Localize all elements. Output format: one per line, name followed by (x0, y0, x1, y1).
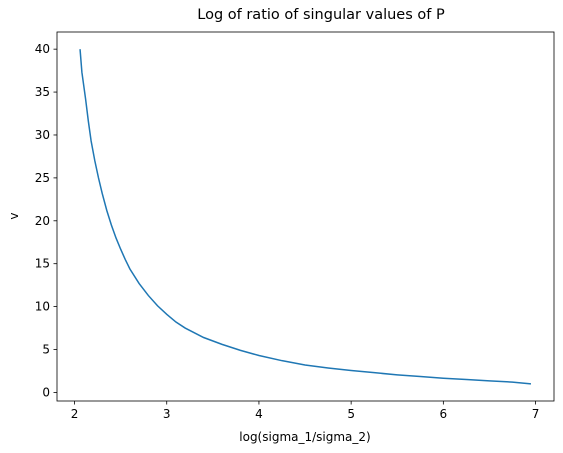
x-axis-label: log(sigma_1/sigma_2) (239, 430, 370, 444)
x-tick-label: 7 (532, 407, 540, 421)
y-tick-label: 40 (35, 42, 50, 56)
x-tick-label: 3 (163, 407, 171, 421)
x-tick-label: 5 (347, 407, 355, 421)
x-tick-label: 4 (255, 407, 263, 421)
x-axis: 2 3 4 5 6 7 (71, 401, 540, 421)
y-tick-label: 25 (35, 171, 50, 185)
y-tick-label: 30 (35, 128, 50, 142)
y-tick-label: 0 (42, 385, 50, 399)
y-tick-label: 5 (42, 343, 50, 357)
y-tick-label: 10 (35, 300, 50, 314)
y-tick-label: 20 (35, 214, 50, 228)
y-tick-label: 35 (35, 85, 50, 99)
plot-frame (56, 31, 555, 402)
chart-title: Log of ratio of singular values of P (197, 7, 445, 23)
series-line (79, 49, 532, 385)
plot-area (57, 32, 554, 401)
y-axis-label: v (7, 212, 21, 219)
y-tick-label: 15 (35, 257, 50, 271)
x-tick-label: 2 (71, 407, 79, 421)
x-tick-label: 6 (440, 407, 448, 421)
y-axis: 0 5 10 15 20 25 30 35 40 (35, 42, 57, 399)
